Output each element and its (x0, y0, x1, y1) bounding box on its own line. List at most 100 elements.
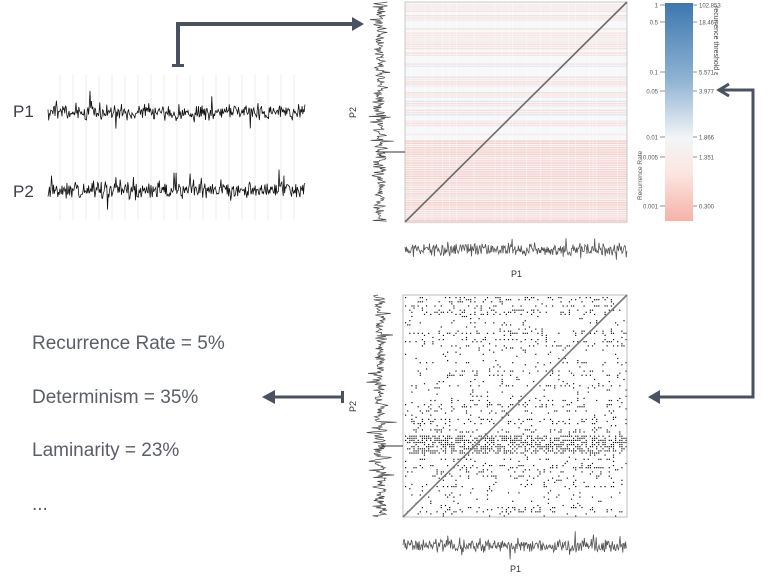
rp-point (421, 345, 423, 347)
bottom-rp-y-side-signal (366, 294, 397, 517)
rp-point (512, 439, 514, 441)
rp-point (499, 297, 501, 299)
rp-point (501, 378, 503, 381)
rp-point (415, 431, 417, 433)
rp-point (486, 498, 489, 500)
rp-point (558, 439, 560, 441)
rp-point (449, 372, 451, 374)
rp-point (465, 471, 468, 473)
rp-point (539, 446, 541, 448)
rp-point (625, 423, 627, 425)
rp-point (598, 450, 600, 452)
rp-band-v (456, 2, 457, 222)
rp-point (482, 360, 484, 362)
rp-point (537, 315, 539, 318)
rp-band (405, 17, 627, 19)
rp-point (484, 336, 486, 339)
rp-point (556, 423, 558, 425)
rp-point (430, 500, 432, 502)
rp-point (552, 370, 554, 372)
rp-point (539, 473, 541, 475)
rp-point (468, 475, 470, 477)
rp-point (549, 444, 552, 446)
rp-point (468, 454, 470, 456)
rp-point (507, 330, 510, 332)
rp-band (405, 206, 627, 208)
rp-point (573, 441, 575, 444)
rp-point (470, 299, 472, 301)
rp-band (405, 188, 627, 191)
rp-point (478, 347, 480, 349)
rp-point (602, 332, 604, 334)
rp-point (436, 425, 438, 427)
rp-point (436, 469, 438, 471)
rp-point (440, 404, 442, 406)
rp-point (453, 320, 455, 322)
rp-point (415, 441, 417, 444)
signal-p1-label: P1 (13, 102, 34, 121)
rp-point (585, 441, 587, 444)
rp-point (411, 402, 413, 404)
rp-point (533, 465, 535, 467)
rp-point (489, 488, 491, 490)
rp-point (598, 500, 600, 502)
rp-point (451, 486, 453, 488)
rp-point (451, 374, 453, 376)
rp-point (472, 395, 474, 397)
rp-point (451, 301, 453, 303)
rp-point (501, 303, 503, 305)
rp-point (554, 341, 556, 343)
rp-point (419, 374, 421, 376)
rp-point (594, 431, 596, 433)
rp-point (423, 450, 426, 452)
rp-point (507, 513, 510, 515)
rp-point (612, 481, 615, 483)
rp-point (432, 475, 434, 477)
rp-point (417, 406, 419, 408)
rp-point (619, 372, 621, 374)
rp-point (447, 441, 449, 444)
rp-point (474, 378, 476, 381)
rp-point (514, 446, 516, 448)
rp-point (486, 469, 489, 471)
rp-point (560, 429, 562, 431)
rp-point (415, 416, 417, 418)
rp-point (604, 446, 606, 448)
rp-point (606, 458, 608, 460)
rp-point (610, 385, 612, 387)
rp-point (577, 446, 579, 448)
rp-point (421, 429, 423, 431)
rp-point (583, 341, 585, 343)
top-rp-x-label: P1 (511, 269, 522, 279)
rp-point (591, 441, 594, 444)
rp-point (596, 437, 598, 439)
rp-point (539, 444, 541, 446)
rp-point (486, 509, 489, 511)
rp-point (491, 448, 493, 450)
rp-point (585, 311, 587, 313)
rp-point (405, 322, 407, 324)
rp-point (520, 423, 522, 425)
rp-point (621, 343, 623, 345)
rp-point (545, 334, 547, 336)
rp-point (552, 465, 554, 467)
rp-point (606, 305, 608, 307)
rp-point (596, 418, 598, 420)
rp-point (531, 431, 533, 433)
rp-point (602, 349, 604, 351)
rp-point (455, 345, 457, 347)
rp-point (577, 341, 579, 343)
rp-point (575, 446, 577, 448)
rp-point (470, 420, 472, 423)
rp-point (526, 404, 528, 406)
rp-point (497, 450, 499, 452)
rp-point (535, 366, 537, 368)
rp-point (585, 452, 587, 454)
rp-point (507, 444, 510, 446)
rp-point (459, 347, 461, 349)
rp-point (430, 313, 432, 315)
rp-point (495, 305, 497, 307)
rp-point (442, 353, 444, 355)
rp-point (518, 475, 520, 477)
rp-point (575, 429, 577, 431)
